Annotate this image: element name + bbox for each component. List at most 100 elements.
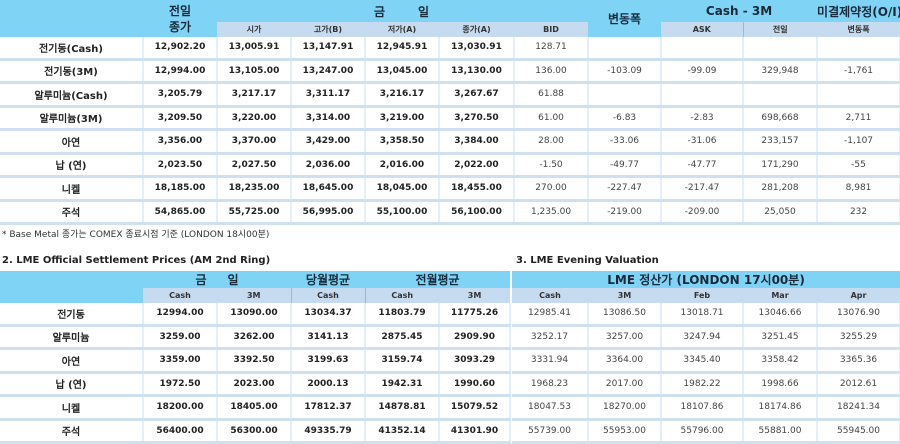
cell-value: 18200.00 xyxy=(143,395,218,421)
cell-value: 56,100.00 xyxy=(439,200,515,225)
cell-value: 1990.60 xyxy=(439,372,512,397)
cell-value: 3,217.17 xyxy=(217,82,292,108)
today-header: 금 일 xyxy=(143,271,292,288)
cell-value: 232 xyxy=(817,200,900,225)
column-header-apr: Apr xyxy=(817,288,900,303)
cell-value: 18107.86 xyxy=(661,395,744,421)
cell-value: 18174.86 xyxy=(743,395,818,421)
cell-value: 55,100.00 xyxy=(365,200,440,225)
oi-prev-header: 전일 xyxy=(742,22,818,37)
cell-value: 2,027.50 xyxy=(217,153,292,178)
table-row: 주석 56400.00 56300.00 49335.79 41352.14 41301.… xyxy=(0,419,512,444)
cell-value: 3093.29 xyxy=(439,348,512,374)
cell-value: -1,761 xyxy=(817,59,900,84)
cell-value: 3255.29 xyxy=(817,325,900,350)
metal-name: 니켈 xyxy=(0,395,144,421)
table-row: 3252.17 3257.00 3247.94 3251.45 3255.29 xyxy=(512,325,900,350)
cell-value: 3,358.50 xyxy=(365,129,440,155)
metal-header xyxy=(0,0,143,37)
cell-value xyxy=(743,37,819,61)
low-header: 저가(A) xyxy=(365,22,439,37)
cell-value: 3,314.00 xyxy=(291,106,366,131)
cell-value: 13086.50 xyxy=(588,303,662,327)
cell-value: -227.47 xyxy=(588,176,663,202)
cell-value: 3,205.79 xyxy=(143,82,218,108)
metal-name: 아연 xyxy=(0,348,144,374)
open-header: 시가 xyxy=(217,22,291,37)
cell-value: 3392.50 xyxy=(217,348,293,374)
cell-value: 55881.00 xyxy=(743,419,818,444)
metal-name: 아연 xyxy=(0,129,144,155)
column-header-mar: Mar xyxy=(743,288,817,303)
cell-value: 18,455.00 xyxy=(439,176,515,202)
metal-name: 니켈 xyxy=(0,176,144,202)
table-row: 55739.00 55953.00 55796.00 55881.00 55945.00 xyxy=(512,419,900,444)
cell-value: 3,216.17 xyxy=(365,82,440,108)
cell-value: 13,045.00 xyxy=(365,59,440,84)
cell-value: 2023.00 xyxy=(217,372,293,397)
metal-name: 주석 xyxy=(0,419,144,444)
cell-value: 61.00 xyxy=(514,106,590,131)
table-row: 납 (연) 1972.50 2023.00 2000.13 1942.31 1990.60 xyxy=(0,372,512,397)
cell-value: 3364.00 xyxy=(588,348,662,374)
cell-value: 13,005.91 xyxy=(217,37,292,61)
cell-value: 3262.00 xyxy=(217,325,293,350)
cell-value: 3359.00 xyxy=(143,348,218,374)
cell-value: 13,247.00 xyxy=(291,59,366,84)
table-row: 전기동(Cash) 12,902.20 13,005.91 13,147.91 12,9… xyxy=(0,37,900,61)
cell-value: 13046.66 xyxy=(743,303,818,327)
cell-value: -33.06 xyxy=(588,129,663,155)
cell-value: 2012.61 xyxy=(817,372,900,397)
metal-name: 알루미늄(3M) xyxy=(0,106,144,131)
cell-value: 171,290 xyxy=(743,153,819,178)
cell-value: 56,995.00 xyxy=(291,200,366,225)
cell-value: 3345.40 xyxy=(661,348,744,374)
cell-value: 281,208 xyxy=(743,176,819,202)
cell-value: 13018.71 xyxy=(661,303,744,327)
cell-value: 13,130.00 xyxy=(439,59,515,84)
cell-value: 2,022.00 xyxy=(439,153,515,178)
cell-value: 128.71 xyxy=(514,37,590,61)
cell-value: 3365.36 xyxy=(817,348,900,374)
cell-value: 61.88 xyxy=(514,82,590,108)
cell-value: 1968.23 xyxy=(512,372,589,397)
cell-value: -1.50 xyxy=(514,153,590,178)
metal-name: 알루미늄(Cash) xyxy=(0,82,144,108)
today-header: 금 일 xyxy=(217,0,589,22)
table-row: 알루미늄(3M) 3,209.50 3,220.00 3,314.00 3,219.00… xyxy=(0,106,900,131)
cell-value: 2000.13 xyxy=(291,372,367,397)
table-row: 알루미늄 3259.00 3262.00 3141.13 2875.45 2909.90 xyxy=(0,325,512,350)
table-row: 1968.23 2017.00 1982.22 1998.66 2012.61 xyxy=(512,372,900,397)
high-header: 고가(B) xyxy=(291,22,365,37)
cell-value xyxy=(588,37,663,61)
metal-name: 알루미늄 xyxy=(0,325,144,350)
metal-name: 전기동(Cash) xyxy=(0,37,144,61)
3m-header: 3M xyxy=(217,288,292,303)
cell-value: 18,185.00 xyxy=(143,176,218,202)
cell-value: 1942.31 xyxy=(365,372,441,397)
cell-value: 11803.79 xyxy=(365,303,441,327)
cell-value: -103.09 xyxy=(588,59,663,84)
column-header-3m: 3M xyxy=(588,288,661,303)
cell-value: 14878.81 xyxy=(365,395,441,421)
cell-value: 13,105.00 xyxy=(217,59,292,84)
cell-value: 3,370.00 xyxy=(217,129,292,155)
cell-value: 3,429.00 xyxy=(291,129,366,155)
cell-value: -31.06 xyxy=(661,129,745,155)
cell-value: 1972.50 xyxy=(143,372,218,397)
cell-value: 698,668 xyxy=(743,106,819,131)
cell-value: 56300.00 xyxy=(217,419,293,444)
cell-value: 12994.00 xyxy=(143,303,218,327)
cell-value: 3252.17 xyxy=(512,325,589,350)
cell-value: -55 xyxy=(817,153,900,178)
cell-value: 8,981 xyxy=(817,176,900,202)
cell-value: 12,902.20 xyxy=(143,37,218,61)
cell-value: 49335.79 xyxy=(291,419,367,444)
cell-value: 54,865.00 xyxy=(143,200,218,225)
cell-value: 136.00 xyxy=(514,59,590,84)
cell-value: 18047.53 xyxy=(512,395,589,421)
cell-value: 12,945.91 xyxy=(365,37,440,61)
cell-value: 15079.52 xyxy=(439,395,512,421)
cell-value: -217.47 xyxy=(661,176,745,202)
cell-value: 3259.00 xyxy=(143,325,218,350)
